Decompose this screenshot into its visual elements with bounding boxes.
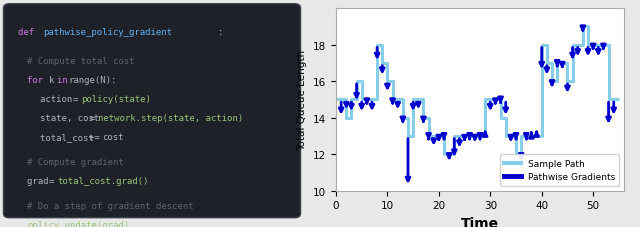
Text: in: in (57, 76, 73, 85)
Text: state, cost: state, cost (40, 113, 104, 122)
Text: k: k (49, 76, 60, 85)
Text: total_cost: total_cost (40, 132, 99, 141)
Text: def: def (18, 28, 40, 37)
Text: :: : (218, 28, 223, 37)
FancyBboxPatch shape (3, 5, 301, 218)
Text: range(N):: range(N): (68, 76, 117, 85)
Text: cost: cost (102, 132, 124, 141)
Text: # Do a step of gradient descent: # Do a step of gradient descent (27, 201, 193, 210)
Text: for: for (27, 76, 48, 85)
Text: =: = (73, 94, 84, 104)
X-axis label: Time: Time (461, 216, 499, 227)
Text: =: = (90, 113, 101, 122)
Text: policy.update(grad): policy.update(grad) (27, 220, 129, 227)
Text: +=: += (90, 132, 106, 141)
Legend: Sample Path, Pathwise Gradients: Sample Path, Pathwise Gradients (500, 155, 620, 186)
Text: policy(state): policy(state) (81, 94, 150, 104)
Text: =: = (49, 176, 60, 185)
Text: # Compute total cost: # Compute total cost (27, 57, 134, 66)
Text: grad: grad (27, 176, 54, 185)
Text: action: action (40, 94, 77, 104)
Text: network.step(state, action): network.step(state, action) (98, 113, 243, 122)
Y-axis label: Total Queue Length: Total Queue Length (298, 49, 307, 150)
Text: # Compute gradient: # Compute gradient (27, 157, 124, 166)
Text: total_cost.grad(): total_cost.grad() (58, 176, 148, 185)
Text: pathwise_policy_gradient: pathwise_policy_gradient (43, 28, 172, 37)
